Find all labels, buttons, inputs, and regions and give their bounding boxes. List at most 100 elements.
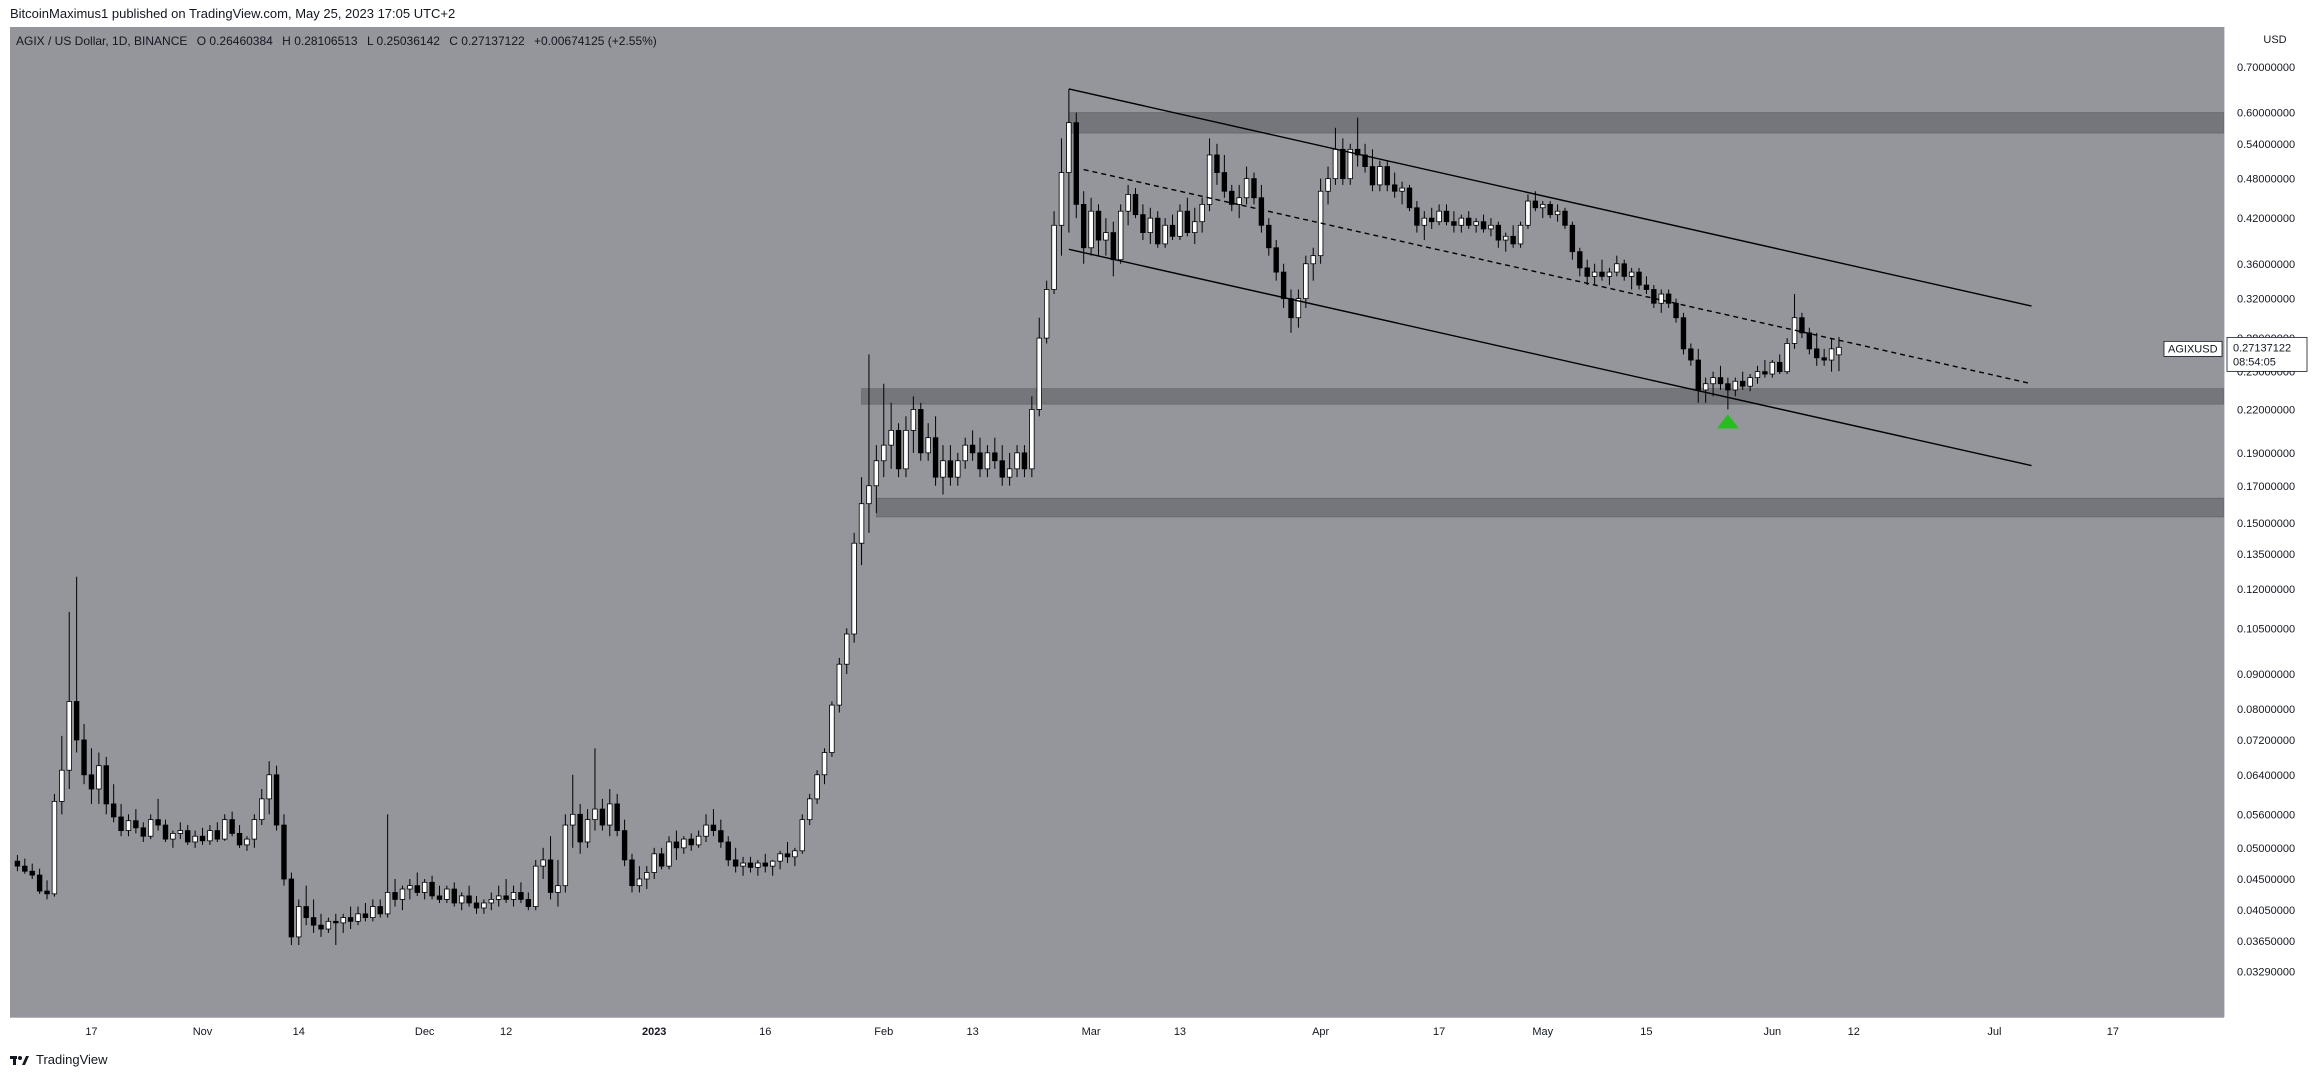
candle-body-212	[1584, 267, 1590, 277]
candle-227	[1695, 348, 1701, 403]
candle-101	[762, 853, 768, 873]
candle-body-206	[1540, 203, 1546, 209]
candle-body-66	[503, 895, 509, 900]
candle-94	[710, 809, 717, 837]
candle-121	[910, 396, 917, 453]
candle-body-107	[807, 798, 813, 821]
candle-217	[1621, 259, 1627, 281]
candle-body-217	[1621, 263, 1627, 277]
candle-body-175	[1310, 255, 1316, 265]
symbol-title[interactable]: AGIX / US Dollar, 1D, BINANCE	[16, 34, 188, 48]
candle-131	[984, 445, 991, 478]
candle-123	[925, 423, 931, 461]
candle-23	[185, 825, 191, 845]
candle-body-109	[821, 752, 828, 776]
time-tick-17: Jul	[1987, 1026, 2001, 1038]
candle-body-32	[251, 819, 258, 840]
candle-7	[66, 611, 72, 789]
candle-body-69	[525, 899, 532, 907]
candle-body-61	[466, 895, 472, 904]
candle-46	[355, 906, 361, 926]
candle-133	[999, 445, 1005, 486]
candle-243	[1814, 332, 1820, 366]
candle-1	[22, 858, 28, 874]
candle-body-189	[1414, 207, 1420, 226]
candle-body-84	[636, 878, 643, 887]
candle-45	[347, 906, 354, 930]
candle-body-159	[1192, 221, 1198, 233]
candle-body-231	[1725, 383, 1731, 391]
candle-32	[251, 814, 258, 848]
candle-201	[1503, 232, 1509, 252]
candle-body-103	[777, 853, 783, 862]
candle-body-142	[1066, 122, 1072, 173]
candle-body-191	[1429, 217, 1435, 223]
candle-246	[1836, 336, 1842, 372]
candle-179	[1340, 138, 1346, 185]
candle-91	[688, 833, 694, 851]
candle-body-126	[947, 460, 954, 478]
candle-10	[88, 748, 95, 804]
candle-51	[392, 879, 398, 907]
candle-70	[533, 859, 539, 911]
close-value: 0.27137122	[461, 34, 525, 48]
candle-body-18	[147, 819, 154, 837]
candle-37	[288, 872, 295, 946]
high-label: H	[282, 34, 291, 48]
candle-body-151	[1132, 194, 1139, 216]
candle-93	[703, 814, 709, 842]
candle-233	[1740, 371, 1746, 390]
chart-pane[interactable]: AGIXUSD	[10, 27, 2224, 1017]
candle-body-154	[1155, 217, 1161, 245]
candle-137	[1029, 396, 1035, 478]
candle-78	[592, 748, 598, 831]
candle-164	[1229, 184, 1235, 212]
candle-body-40	[310, 917, 317, 926]
candle-204	[1525, 194, 1531, 229]
candle-body-220	[1643, 284, 1650, 290]
candle-83	[629, 853, 635, 893]
candle-body-187	[1399, 187, 1405, 192]
candle-body-73	[555, 885, 561, 893]
candle-body-80	[607, 803, 613, 826]
candle-190	[1421, 211, 1427, 241]
candle-43	[333, 913, 339, 946]
candle-body-143	[1073, 122, 1079, 205]
price-tick-24: 0.03650000	[2237, 936, 2295, 948]
candle-229	[1710, 371, 1716, 397]
candle-body-194	[1451, 221, 1457, 226]
candle-197	[1473, 218, 1479, 233]
candle-body-181	[1354, 148, 1361, 156]
candle-207	[1547, 201, 1553, 219]
candle-body-36	[281, 824, 287, 880]
candle-11	[96, 752, 102, 804]
candle-body-72	[547, 859, 554, 893]
candle-24	[192, 830, 198, 848]
candle-body-93	[703, 824, 709, 837]
time-axis[interactable]: 17 Nov 14 Dec 12 2023 16 Feb 13 Mar 13 Apr 17 May 15 Ju…	[10, 1017, 2224, 1044]
candle-body-156	[1169, 224, 1176, 237]
candle-139	[1043, 280, 1050, 344]
candle-234	[1747, 374, 1753, 392]
candle-81	[614, 793, 620, 837]
candle-body-148	[1110, 232, 1116, 261]
candle-54	[414, 872, 420, 896]
candle-body-58	[444, 888, 450, 900]
price-axis[interactable]: USD 0.70000000 0.60000000 0.54000000 0.48000…	[2224, 27, 2314, 1017]
time-tick-9: Mar	[1082, 1026, 1101, 1038]
candle-127	[955, 452, 961, 486]
candle-body-49	[377, 906, 383, 915]
candle-120	[903, 416, 909, 478]
candle-body-16	[133, 820, 139, 829]
candlestick-chart[interactable]: AGIXUSD	[10, 27, 2224, 1017]
last-price-value: 0.27137122	[2233, 342, 2291, 354]
candle-body-128	[962, 444, 968, 462]
candle-body-60	[458, 895, 465, 904]
candle-body-190	[1421, 217, 1427, 226]
candle-181	[1354, 117, 1361, 167]
candle-body-155	[1162, 224, 1168, 245]
candle-body-193	[1443, 210, 1450, 223]
candle-187	[1399, 181, 1405, 205]
time-tick-1: Nov	[193, 1026, 213, 1038]
price-tick-5: 0.36000000	[2237, 259, 2295, 271]
